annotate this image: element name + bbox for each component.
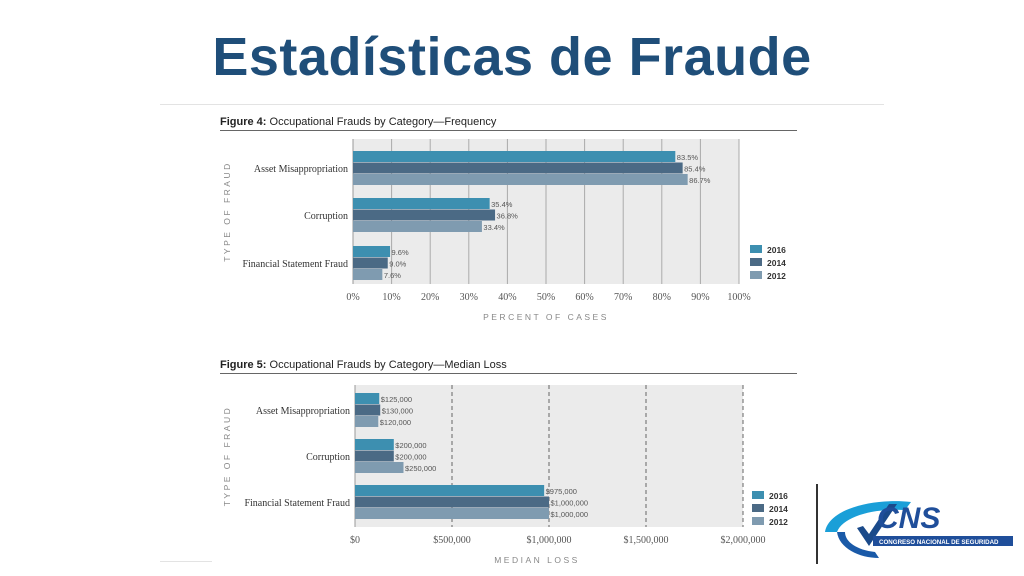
x-tick-label: 100%: [727, 292, 750, 303]
bar-2014: [355, 404, 381, 416]
legend-swatch-2014: [752, 504, 764, 512]
data-label: 9.6%: [392, 248, 409, 257]
slide-title: Estadísticas de Fraude: [212, 27, 812, 87]
x-tick-label: 50%: [537, 292, 555, 303]
x-axis-title: PERCENT OF CASES: [483, 312, 609, 322]
x-tick-label: $2,000,000: [721, 535, 766, 546]
x-tick-label: $0: [350, 535, 360, 546]
legend-label: 2014: [767, 258, 786, 268]
data-label: 7.6%: [384, 271, 401, 280]
category-label: Asset Misappropriation: [256, 406, 350, 417]
x-tick-label: 40%: [498, 292, 516, 303]
y-axis-title: TYPE OF FRAUD: [222, 406, 232, 507]
data-label: 83.5%: [677, 153, 699, 162]
bar-2012: [355, 462, 404, 473]
cns-logo-text: CNS: [877, 502, 940, 535]
footer-divider: [160, 561, 212, 562]
legend-swatch-2014: [750, 258, 762, 266]
x-tick-label: 90%: [691, 292, 709, 303]
x-tick-label: 20%: [421, 292, 439, 303]
category-label: Financial Statement Fraud: [242, 259, 348, 270]
bar-2012: [353, 269, 383, 280]
data-label: $130,000: [382, 407, 413, 416]
logo-divider: [816, 484, 818, 564]
bar-2016: [355, 393, 380, 404]
bar-2016: [355, 439, 394, 450]
legend-label: 2012: [769, 517, 788, 527]
data-label: 33.4%: [483, 223, 505, 232]
bar-2012: [355, 416, 379, 427]
figure-5-title: Figure 5: Occupational Frauds by Categor…: [220, 359, 507, 371]
x-tick-label: 70%: [614, 292, 632, 303]
bar-2014: [355, 450, 394, 462]
category-label: Corruption: [304, 211, 348, 222]
bar-2012: [355, 508, 549, 519]
figure-4-rule: [220, 130, 797, 131]
data-label: $250,000: [405, 464, 436, 473]
figure-4-label: Figure 4:: [220, 116, 267, 128]
legend-label: 2016: [769, 491, 788, 501]
bar-2014: [353, 209, 496, 221]
legend-label: 2012: [767, 271, 786, 281]
figure-5-label: Figure 5:: [220, 359, 267, 371]
top-divider: [160, 104, 884, 105]
data-label: 35.4%: [491, 200, 513, 209]
x-tick-label: 0%: [346, 292, 359, 303]
bar-2016: [353, 246, 391, 257]
legend-swatch-2012: [752, 517, 764, 525]
category-label: Asset Misappropriation: [254, 164, 348, 175]
data-label: $200,000: [395, 453, 426, 462]
figure-4-title: Figure 4: Occupational Frauds by Categor…: [220, 116, 496, 128]
bar-2016: [355, 485, 545, 496]
legend-swatch-2016: [750, 245, 762, 253]
bar-2016: [353, 151, 676, 162]
category-label: Corruption: [306, 452, 350, 463]
data-label: 85.4%: [684, 165, 706, 174]
data-label: $200,000: [395, 441, 426, 450]
x-tick-label: $1,500,000: [624, 535, 669, 546]
x-tick-label: $500,000: [433, 535, 471, 546]
x-tick-label: 80%: [653, 292, 671, 303]
y-axis-title: TYPE OF FRAUD: [222, 161, 232, 262]
bar-2016: [353, 198, 490, 209]
data-label: 9.0%: [389, 260, 406, 269]
cns-logo: CNS CONGRESO NACIONAL DE SEGURIDAD: [825, 501, 1013, 558]
data-label: 36.8%: [497, 212, 519, 221]
figure-4-title-text: Occupational Frauds by Category—Frequenc…: [269, 116, 497, 128]
bar-2014: [353, 257, 388, 269]
x-axis-title: MEDIAN LOSS: [494, 555, 580, 565]
bar-2012: [353, 174, 688, 185]
bar-2012: [353, 221, 482, 232]
x-tick-label: 30%: [460, 292, 478, 303]
data-label: $1,000,000: [551, 499, 589, 508]
data-label: $120,000: [380, 418, 411, 427]
x-tick-label: 60%: [575, 292, 593, 303]
bar-2014: [353, 162, 683, 174]
category-label: Financial Statement Fraud: [244, 498, 350, 509]
data-label: 86.7%: [689, 176, 711, 185]
data-label: $1,000,000: [551, 510, 589, 519]
x-tick-label: $1,000,000: [527, 535, 572, 546]
legend-swatch-2012: [750, 271, 762, 279]
legend-label: 2016: [767, 245, 786, 255]
data-label: $975,000: [546, 487, 577, 496]
cns-logo-band: [873, 536, 1013, 546]
cns-logo-swoosh-icon: [825, 501, 911, 558]
figure-5-rule: [220, 373, 797, 374]
cns-logo-subtitle: CONGRESO NACIONAL DE SEGURIDAD: [879, 539, 999, 546]
legend-label: 2014: [769, 504, 788, 514]
legend-swatch-2016: [752, 491, 764, 499]
figure-5-title-text: Occupational Frauds by Category—Median L…: [269, 359, 507, 371]
data-label: $125,000: [381, 395, 412, 404]
bar-2014: [355, 496, 549, 508]
x-tick-label: 10%: [382, 292, 400, 303]
